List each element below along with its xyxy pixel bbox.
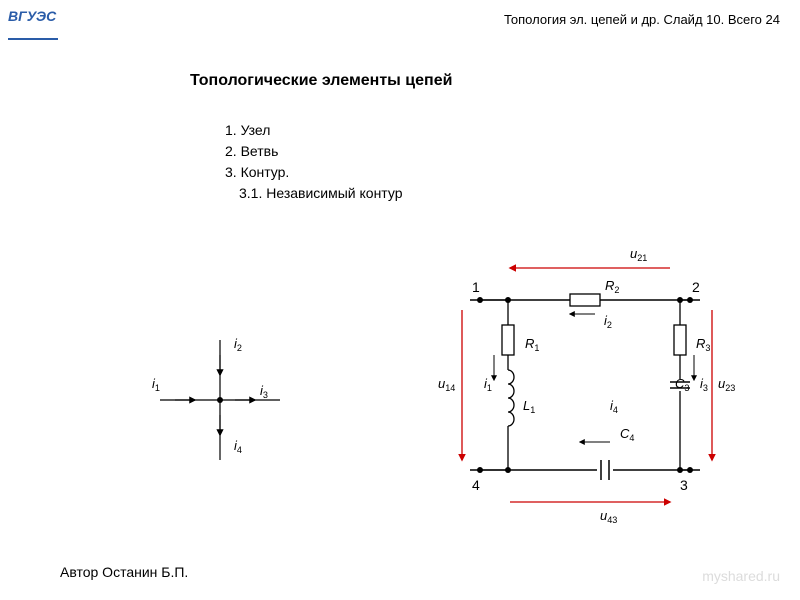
slide-counter: Топология эл. цепей и др. Слайд 10. Всег…	[504, 12, 780, 27]
svg-text:C3: C3	[675, 376, 689, 393]
topology-list: 1. Узел 2. Ветвь 3. Контур. 3.1. Независ…	[225, 120, 403, 204]
list-item: 2. Ветвь	[225, 141, 403, 162]
svg-text:i1: i1	[152, 376, 160, 393]
svg-text:L1: L1	[523, 398, 535, 415]
svg-text:4: 4	[472, 477, 480, 493]
list-item: 1. Узел	[225, 120, 403, 141]
node-diagram: i1 i2 i3 i4	[110, 300, 330, 500]
svg-text:i1: i1	[484, 376, 492, 393]
svg-text:u14: u14	[438, 376, 455, 393]
svg-text:u43: u43	[600, 508, 617, 525]
page-title: Топологические элементы цепей	[190, 72, 452, 90]
svg-text:i4: i4	[610, 398, 618, 415]
logo-text: ВГУЭС	[8, 8, 56, 24]
svg-text:u21: u21	[630, 246, 647, 263]
svg-text:2: 2	[692, 279, 700, 295]
svg-text:i2: i2	[234, 336, 242, 353]
svg-text:C4: C4	[620, 426, 634, 443]
svg-text:R1: R1	[525, 336, 539, 353]
author: Автор Останин Б.П.	[60, 564, 188, 580]
svg-text:i3: i3	[260, 383, 268, 400]
list-item: 3. Контур.	[225, 162, 403, 183]
list-item: 3.1. Независимый контур	[225, 183, 403, 204]
watermark: myshared.ru	[702, 568, 780, 584]
logo: ВГУЭС	[8, 8, 58, 40]
svg-text:i2: i2	[604, 313, 612, 330]
svg-text:1: 1	[472, 279, 480, 295]
circuit-diagram: 1 2 3 4 R1 R2 R3 L1 C3 C4 i1 i2 i3 i4 u21 u14 u23 u43	[420, 240, 770, 540]
svg-text:u23: u23	[718, 376, 735, 393]
svg-text:R2: R2	[605, 278, 619, 295]
svg-text:R3: R3	[696, 336, 710, 353]
svg-text:i4: i4	[234, 438, 242, 455]
svg-text:i3: i3	[700, 376, 708, 393]
svg-text:3: 3	[680, 477, 688, 493]
